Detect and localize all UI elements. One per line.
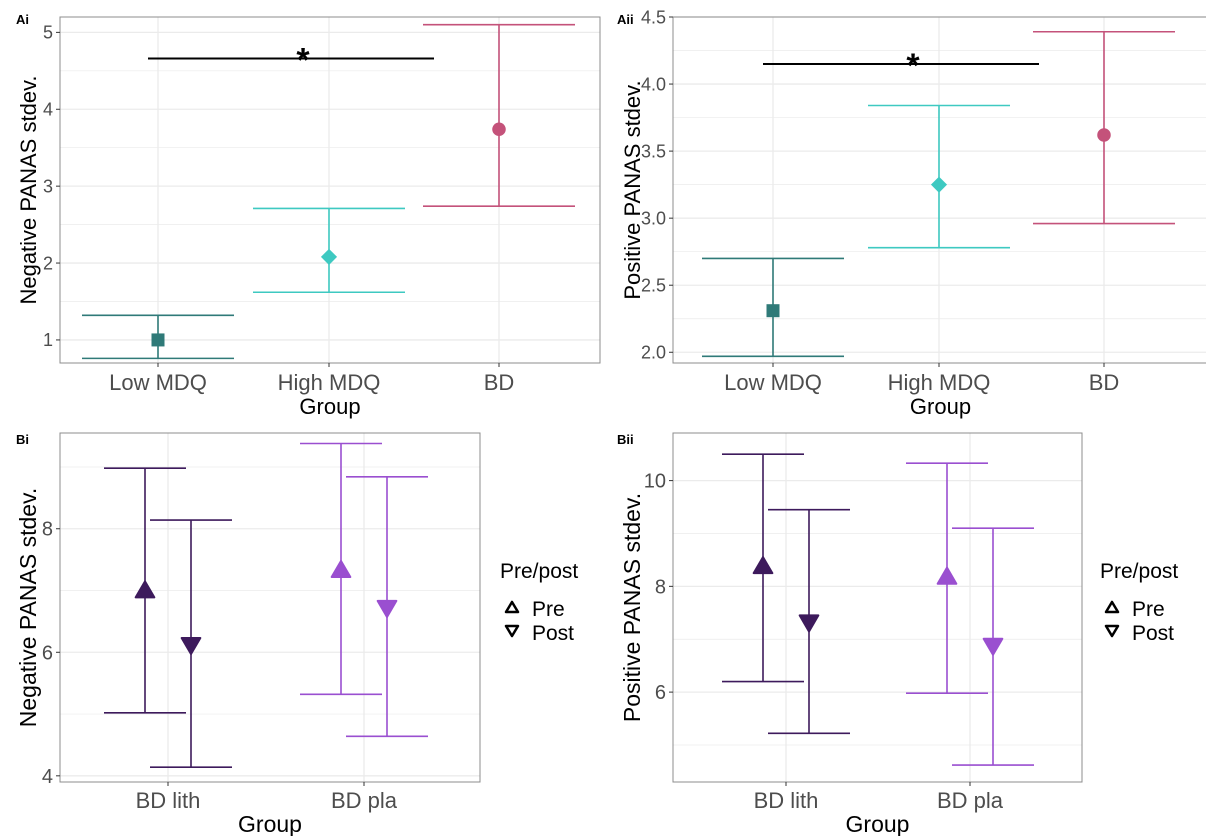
y-tick-label: 4 (42, 766, 53, 788)
data-point-marker (492, 122, 506, 137)
data-point-group (1033, 30, 1175, 225)
data-point-marker (330, 559, 352, 579)
significance-star: * (296, 42, 310, 80)
y-tick-label: 3.5 (641, 141, 666, 161)
legend-item-label: Pre (532, 598, 565, 621)
legend-item-label: Pre (1132, 598, 1165, 621)
legend-item-label: Post (1132, 622, 1174, 645)
data-point-marker (376, 599, 398, 618)
y-tick-label: 8 (655, 576, 666, 598)
data-point-group (423, 23, 575, 207)
legend-item-label: Post (532, 622, 574, 645)
y-tick-label: 2 (43, 253, 53, 273)
y-axis-label: Positive PANAS stdev. (620, 80, 645, 299)
y-tick-label: 1 (43, 330, 53, 350)
data-point-marker (936, 566, 958, 585)
data-point-marker (134, 580, 156, 599)
plot-border (59, 16, 601, 364)
data-point-group (906, 462, 988, 694)
data-point-group (104, 467, 186, 714)
panel-label: Bi (16, 432, 29, 447)
data-point-group (868, 104, 1010, 249)
x-tick-label: High MDQ (888, 370, 991, 395)
y-tick-label: 6 (42, 642, 53, 664)
y-tick-label: 3 (43, 176, 53, 196)
y-tick-label: 4 (43, 100, 53, 120)
x-tick-label: BD pla (937, 788, 1004, 813)
y-axis-label: Positive PANAS stdev. (619, 493, 645, 722)
x-tick-label: Low MDQ (109, 370, 207, 395)
legend-triangle-up-icon (504, 600, 520, 614)
data-point-group (346, 476, 428, 738)
x-axis-label: Group (910, 394, 971, 419)
x-axis-label: Group (238, 811, 302, 836)
plot-background (60, 433, 480, 782)
legend-triangle-up-icon (1104, 600, 1120, 614)
x-tick-label: BD (484, 370, 515, 395)
data-point-marker (930, 176, 948, 193)
data-point-group (702, 257, 844, 358)
panel-ai: 1 2 3 4 5 Low MDQ High MDQ BD Group Negative PANA… (16, 12, 601, 419)
legend-title: Pre/post (500, 560, 578, 583)
x-tick-label: BD lith (136, 788, 201, 813)
plot-border (672, 16, 1206, 364)
data-point-marker (180, 636, 202, 656)
plot-background (673, 433, 1082, 782)
x-tick-label: BD lith (754, 788, 819, 813)
x-tick-label: High MDQ (278, 370, 381, 395)
legend-triangle-down-icon (1104, 624, 1120, 638)
data-point-group (300, 442, 382, 696)
data-point-group (150, 519, 232, 768)
data-point-marker (982, 637, 1004, 656)
x-tick-label: Low MDQ (724, 370, 822, 395)
data-point-marker (1097, 128, 1111, 142)
panel-label: Ai (16, 12, 29, 27)
panel-bi: 4 6 8 BD lith BD pla Group Negative PANAS stde… (15, 432, 481, 836)
legend-triangle-down-icon (504, 624, 520, 638)
data-point-group (952, 527, 1034, 766)
plot-background (60, 17, 600, 363)
data-point-group (768, 508, 850, 735)
y-tick-label: 8 (42, 519, 53, 541)
data-point-marker (752, 556, 774, 575)
x-tick-label: BD (1089, 370, 1120, 395)
panel-aii: 2.0 2.5 3.0 3.5 4.0 4.5 Low MDQ High MDQ BD Group… (617, 7, 1206, 419)
data-point-marker (320, 248, 338, 265)
y-tick-label: 5 (43, 23, 53, 43)
panel-label: Bii (617, 432, 634, 447)
panel-label: Aii (617, 12, 634, 27)
x-axis-label: Group (299, 394, 360, 419)
data-point-marker (151, 333, 165, 347)
x-axis-label: Group (846, 811, 910, 836)
y-tick-label: 2.0 (641, 343, 666, 363)
y-tick-label: 4.0 (641, 74, 666, 94)
data-point-marker (798, 614, 820, 633)
data-point-group (82, 314, 234, 360)
data-point-group (722, 453, 804, 683)
plot-border (672, 432, 1083, 783)
y-tick-label: 3.0 (641, 208, 666, 228)
significance-star: * (906, 47, 920, 85)
x-tick-label: BD pla (331, 788, 398, 813)
y-tick-label: 4.5 (641, 7, 666, 27)
y-tick-label: 2.5 (641, 276, 666, 296)
y-tick-label: 6 (655, 682, 666, 704)
plot-border (59, 432, 481, 783)
data-point-marker (766, 304, 780, 318)
y-axis-label: Negative PANAS stdev. (15, 488, 41, 727)
data-point-group (253, 207, 405, 294)
panel-bii: 6 8 10 BD lith BD pla Group Positive PANAS std… (617, 432, 1083, 836)
legend-title: Pre/post (1100, 560, 1178, 583)
y-tick-label: 10 (644, 471, 666, 493)
y-axis-label: Negative PANAS stdev. (16, 75, 41, 304)
